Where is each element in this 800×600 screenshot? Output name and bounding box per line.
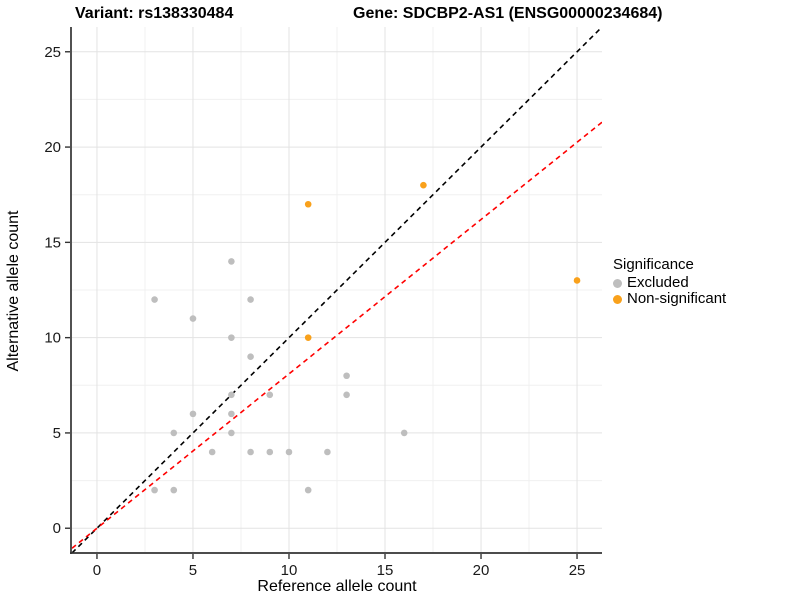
- data-point: [170, 486, 178, 494]
- data-point: [400, 429, 408, 437]
- data-point: [343, 391, 350, 399]
- series-non-significant: [304, 181, 581, 341]
- data-point: [247, 296, 254, 303]
- data-point: [228, 429, 235, 437]
- legend: Significance Excluded Non-significant: [613, 256, 726, 307]
- data-point: [247, 448, 254, 456]
- legend-title: Significance: [613, 256, 694, 273]
- y-axis-title: Alternative allele count: [5, 210, 22, 372]
- data-point: [228, 258, 235, 265]
- variant-title: Variant: rs138330484: [75, 5, 234, 22]
- data-point: [228, 391, 235, 399]
- data-point: [420, 181, 427, 189]
- x-tick-label: 0: [93, 562, 101, 579]
- y-tick-label: 25: [44, 44, 61, 61]
- data-point: [324, 448, 331, 456]
- legend-item-excluded: Excluded: [613, 275, 726, 291]
- y-tick-label: 10: [44, 330, 61, 347]
- data-point: [151, 486, 158, 494]
- data-point: [573, 277, 581, 284]
- legend-dot-icon: [613, 278, 622, 288]
- data-point: [228, 334, 235, 341]
- x-tick-label: 10: [281, 562, 298, 579]
- y-tick-label: 15: [44, 234, 61, 251]
- data-point: [189, 315, 197, 322]
- data-point: [304, 486, 312, 494]
- y-tick-label: 20: [44, 139, 61, 156]
- x-tick-label: 25: [569, 562, 586, 579]
- x-tick-label: 20: [473, 562, 490, 579]
- y-tick-label: 0: [53, 520, 61, 537]
- data-point: [304, 200, 312, 208]
- data-point: [228, 410, 235, 418]
- data-point: [247, 353, 254, 361]
- data-point: [151, 296, 158, 303]
- data-point: [285, 448, 293, 456]
- x-axis-title: Reference allele count: [257, 578, 417, 595]
- major-gridlines: [72, 27, 602, 553]
- minor-gridlines: [72, 27, 602, 553]
- data-point: [304, 334, 312, 341]
- data-point: [189, 410, 197, 418]
- legend-item-label: Excluded: [627, 274, 689, 291]
- data-point: [343, 372, 350, 380]
- x-tick-label: 5: [189, 562, 197, 579]
- data-point: [266, 391, 274, 399]
- legend-dot-icon: [613, 294, 622, 304]
- legend-item-label: Non-significant: [627, 290, 727, 307]
- data-point: [170, 429, 178, 437]
- identity-line: [72, 27, 602, 553]
- data-point: [266, 448, 274, 456]
- legend-item-non-significant: Non-significant: [613, 291, 726, 307]
- series-excluded: [151, 258, 408, 494]
- y-tick-label: 5: [53, 425, 61, 442]
- x-tick-label: 15: [377, 562, 394, 579]
- data-point: [208, 448, 216, 456]
- gene-title: Gene: SDCBP2-AS1 (ENSG00000234684): [353, 5, 663, 22]
